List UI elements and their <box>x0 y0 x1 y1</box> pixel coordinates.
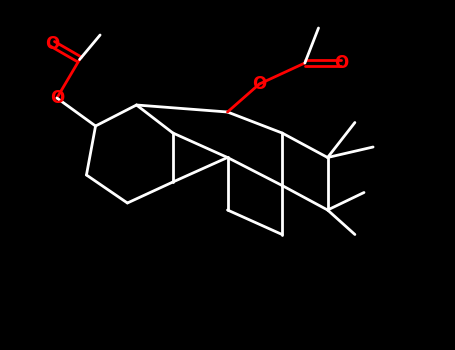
Text: O: O <box>50 89 64 107</box>
Text: O: O <box>334 54 349 72</box>
Text: O: O <box>45 35 60 53</box>
Text: O: O <box>252 75 267 93</box>
